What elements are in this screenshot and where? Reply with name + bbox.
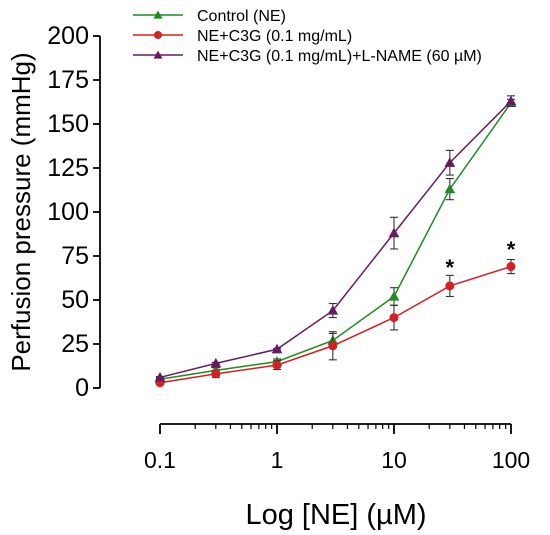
data-point [210,357,222,368]
data-point [506,262,516,272]
x-tick-label: 1 [271,447,284,473]
legend-label: Control (NE) [197,8,286,25]
data-point [444,183,456,194]
data-point [505,95,517,106]
y-tick-label: 25 [61,330,89,358]
data-point [211,369,221,379]
plot-area: ** [154,95,517,388]
y-tick-label: 150 [47,110,89,138]
legend: Control (NE) NE+C3G (0.1 mg/mL) NE+C3G (0.… [133,8,482,65]
legend-item-1: Control (NE) [133,8,286,25]
data-point [388,227,400,238]
series-2 [155,258,516,388]
significance-marker: * [446,255,455,280]
legend-item-2: NE+C3G (0.1 mg/mL) [133,28,352,45]
data-point [328,341,338,351]
y-tick-label: 50 [61,286,89,314]
legend-label: NE+C3G (0.1 mg/mL) [197,28,352,45]
series-1 [154,97,517,384]
data-point [271,343,283,354]
x-tick-label: 0.1 [144,447,176,473]
data-point [388,290,400,301]
data-point [154,371,166,382]
series-line [159,100,512,379]
series-3 [154,95,517,382]
legend-marker [153,50,163,59]
data-point [272,360,282,370]
legend-marker [154,31,162,39]
series-line [159,102,512,380]
significance-marker: * [507,237,516,262]
data-point [327,305,339,315]
legend-label: NE+C3G (0.1 mg/mL)+L-NAME (60 µM) [197,48,482,65]
x-tick-label: 100 [492,447,530,473]
y-axis-label: Perfusion pressure (mmHg) [6,52,36,371]
y-tick-label: 200 [47,22,89,50]
y-axis: 0 25 50 75 100 125 150 175 200 [47,22,101,402]
data-point [444,157,456,167]
data-point [389,313,399,323]
x-axis-label: Log [NE] (µM) [245,499,426,531]
y-tick-label: 125 [47,154,89,182]
data-point [445,281,455,291]
x-tick-label: 10 [381,447,407,473]
y-tick-label: 75 [61,242,89,270]
legend-marker [153,10,163,19]
y-tick-label: 100 [47,198,89,226]
legend-item-3: NE+C3G (0.1 mg/mL)+L-NAME (60 µM) [133,48,482,65]
y-tick-label: 175 [47,66,89,94]
y-tick-label: 0 [75,374,89,402]
x-axis: 0.1 1 10 100 [144,423,530,473]
